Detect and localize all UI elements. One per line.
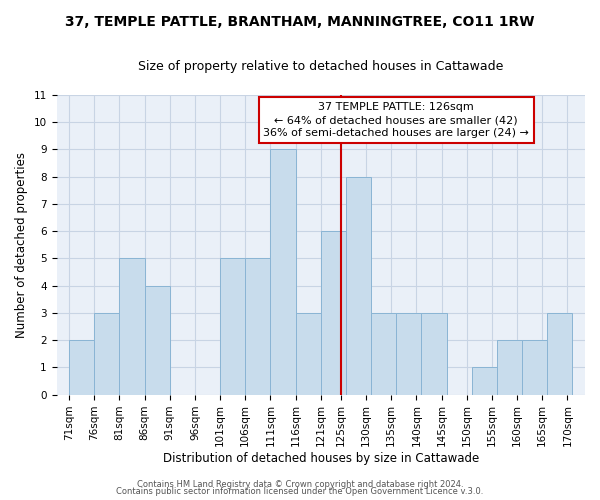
Bar — [69, 340, 94, 394]
Bar — [119, 258, 145, 394]
Bar — [522, 340, 547, 394]
X-axis label: Distribution of detached houses by size in Cattawade: Distribution of detached houses by size … — [163, 452, 479, 465]
Text: Contains public sector information licensed under the Open Government Licence v.: Contains public sector information licen… — [116, 487, 484, 496]
Text: Contains HM Land Registry data © Crown copyright and database right 2024.: Contains HM Land Registry data © Crown c… — [137, 480, 463, 489]
Title: Size of property relative to detached houses in Cattawade: Size of property relative to detached ho… — [138, 60, 503, 73]
Bar — [421, 313, 446, 394]
Bar — [497, 340, 522, 394]
Bar — [220, 258, 245, 394]
Bar — [94, 313, 119, 394]
Y-axis label: Number of detached properties: Number of detached properties — [15, 152, 28, 338]
Text: 37, TEMPLE PATTLE, BRANTHAM, MANNINGTREE, CO11 1RW: 37, TEMPLE PATTLE, BRANTHAM, MANNINGTREE… — [65, 15, 535, 29]
Bar — [396, 313, 421, 394]
Bar — [145, 286, 170, 395]
Bar — [472, 368, 497, 394]
Bar — [346, 176, 371, 394]
Bar — [245, 258, 271, 394]
Bar — [296, 313, 321, 394]
Bar — [271, 150, 296, 394]
Bar — [371, 313, 396, 394]
Text: 37 TEMPLE PATTLE: 126sqm
← 64% of detached houses are smaller (42)
36% of semi-d: 37 TEMPLE PATTLE: 126sqm ← 64% of detach… — [263, 102, 529, 138]
Bar — [321, 231, 346, 394]
Bar — [547, 313, 572, 394]
